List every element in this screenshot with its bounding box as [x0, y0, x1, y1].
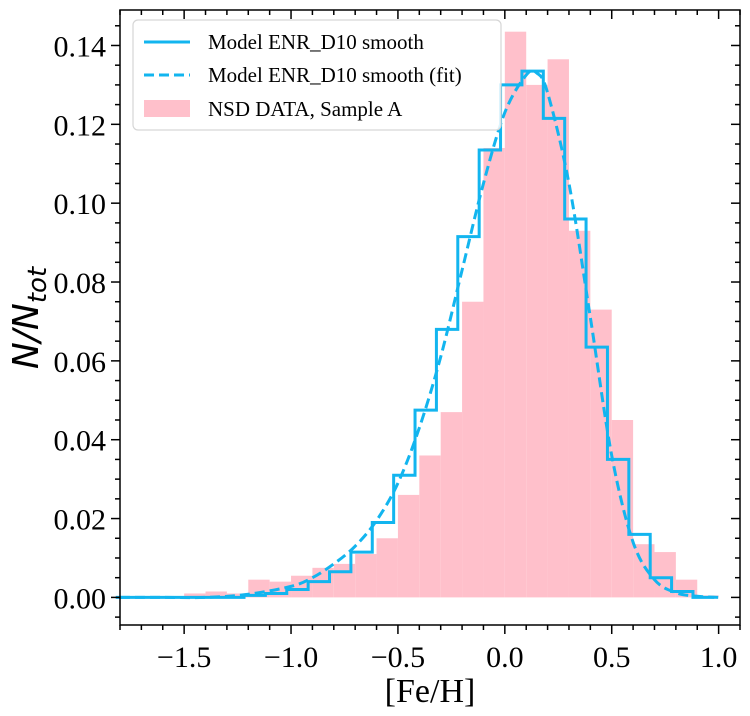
legend-label-fit: Model ENR_D10 smooth (fit) — [208, 63, 462, 87]
model-histogram-layer — [115, 69, 715, 599]
x-tick-label: 0.0 — [486, 641, 524, 674]
data-bar — [397, 494, 420, 598]
y-tick-label: 0.12 — [54, 109, 107, 142]
legend-box — [132, 19, 502, 131]
data-bar — [355, 554, 377, 598]
data-bar — [440, 412, 463, 598]
y-axis-label: N/Ntot — [6, 266, 53, 369]
x-tick-label: −0.5 — [371, 641, 425, 674]
y-tick-label: 0.02 — [54, 504, 107, 537]
x-tick-label: 1.0 — [700, 641, 738, 674]
y-axis-label-main: N/N — [6, 303, 47, 369]
legend: Model ENR_D10 smooth Model ENR_D10 smoot… — [132, 19, 502, 131]
model-step-line — [115, 69, 715, 599]
y-tick-labels: 0.00 0.02 0.04 0.06 0.08 0.10 0.12 0.14 — [54, 30, 107, 615]
x-tick-label: −1.0 — [264, 641, 318, 674]
x-tick-label: −1.5 — [157, 641, 211, 674]
fit-curve — [120, 69, 719, 600]
legend-patch-icon — [144, 100, 190, 117]
x-tick-labels: −1.5 −1.0 −0.5 0.0 0.5 1.0 — [157, 641, 737, 674]
data-bar — [419, 455, 441, 598]
data-bar — [526, 84, 548, 598]
data-bar — [205, 591, 227, 598]
data-bar — [504, 31, 527, 598]
y-tick-label: 0.08 — [54, 267, 107, 300]
data-histogram — [184, 31, 719, 598]
x-axis-label: [Fe/H] — [385, 673, 476, 710]
y-tick-label: 0.14 — [54, 30, 107, 63]
y-tick-label: 0.00 — [54, 582, 107, 615]
y-axis-label-subscript: tot — [23, 266, 53, 303]
legend-label-data: NSD DATA, Sample A — [208, 97, 403, 121]
axis-ticks — [111, 10, 741, 634]
data-bar — [184, 593, 206, 598]
plot-frame — [119, 9, 741, 626]
y-tick-label: 0.04 — [54, 425, 107, 458]
data-bar — [462, 301, 484, 598]
y-tick-label: 0.10 — [54, 188, 107, 221]
data-bar — [376, 538, 398, 598]
data-bar — [226, 593, 249, 598]
data-bar — [483, 147, 505, 598]
x-tick-label: 0.5 — [593, 641, 631, 674]
y-tick-label: 0.06 — [54, 346, 107, 379]
fit-curve-layer — [120, 69, 719, 600]
legend-label-model: Model ENR_D10 smooth — [208, 30, 424, 54]
